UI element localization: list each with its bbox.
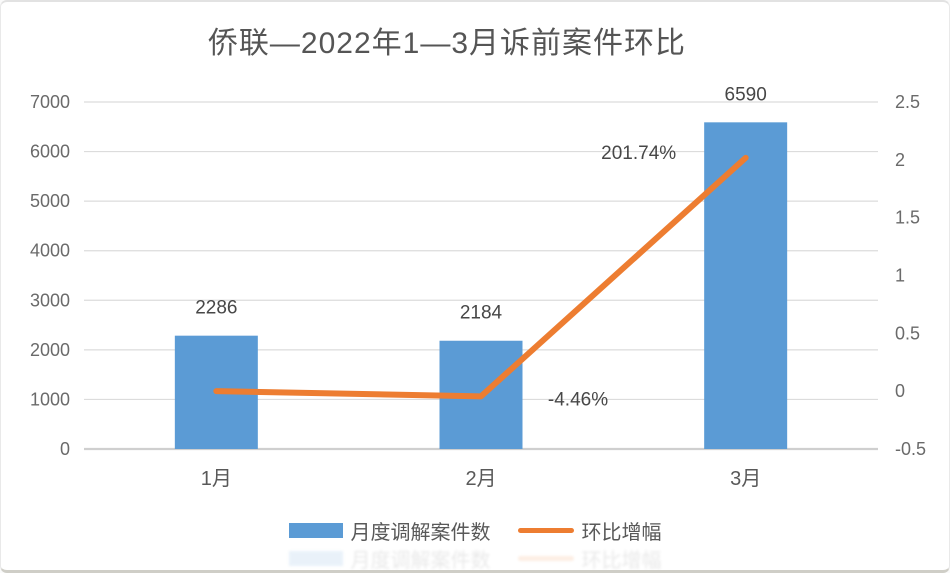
left-axis-tick-label: 6000 [30,142,70,162]
bar-series-swatch [288,523,343,538]
line-series [213,154,749,400]
legend-item-bar-series: 月度调解案件数 [288,516,491,545]
right-axis-tick-label: 2 [895,150,905,170]
left-axis-tick-label: 2000 [30,340,70,360]
bar [704,122,788,450]
right-axis-tick-label: 1.5 [895,208,920,228]
x-axis-category-label: 2月 [465,468,496,490]
left-axis-tick-label: 7000 [30,92,70,112]
left-axis-tick-label: 5000 [30,191,70,211]
chart-title: 侨联—2022年1—3月诉前案件环比 [207,27,687,60]
line-point-label: -4.46% [548,389,608,410]
legend-item-line-series: 环比增幅 [517,516,662,545]
left-axis-tick-label: 4000 [30,241,70,261]
bar-value-label: 6590 [725,84,767,105]
legend-label-bar-series: 月度调解案件数 [350,522,491,544]
right-axis-tick-label: 0.5 [895,323,920,343]
bar-value-label: 2184 [460,303,503,324]
x-axis-category-label: 1月 [201,468,232,490]
line-point-label: 201.74% [601,143,676,164]
right-axis-tick-label: 0 [895,381,905,401]
line-series-swatch [517,528,574,533]
right-axis-tick-label: -0.5 [895,439,926,459]
left-axis-tick-label: 0 [60,439,70,459]
left-axis-tick-label: 3000 [30,290,70,310]
right-axis-tick-label: 1 [895,266,905,286]
right-axis-tick-label: 2.5 [895,92,920,112]
legend-label-line-series: 环比增幅 [581,522,662,544]
x-axis-category-label: 3月 [730,468,761,490]
left-axis-tick-label: 1000 [30,389,70,409]
bar-value-label: 2286 [195,298,237,319]
legend: 月度调解案件数 环比增幅 [1,516,949,545]
